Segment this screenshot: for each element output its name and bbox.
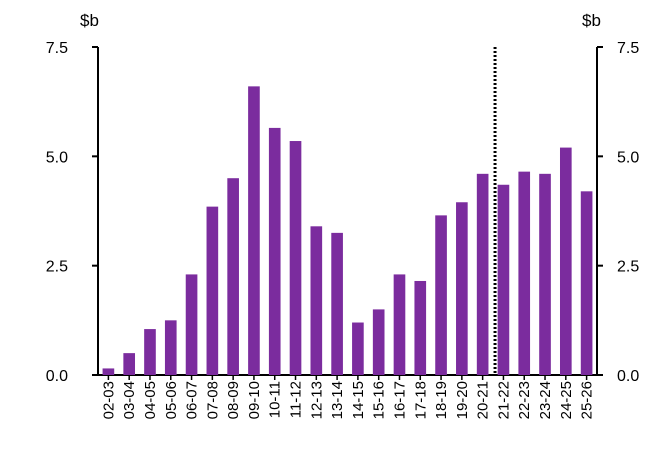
right-y-tick-label: 5.0	[617, 149, 639, 166]
bar-06-07	[185, 274, 198, 375]
x-tick-label: 13-14	[329, 381, 346, 419]
x-tick-label: 03-04	[121, 381, 138, 419]
bar-05-06	[164, 320, 177, 375]
x-tick-label: 21-22	[495, 381, 512, 419]
x-tick-label: 24-25	[558, 381, 575, 419]
left-y-tick-label: 0.0	[46, 368, 68, 385]
x-tick-label: 16-17	[391, 381, 408, 419]
bar-04-05	[144, 329, 156, 375]
bar-12-13	[310, 226, 323, 375]
right-y-tick-label: 0.0	[617, 368, 639, 385]
x-tick-label: 02-03	[100, 381, 117, 419]
x-tick-label: 19-20	[454, 381, 471, 419]
bar-25-26	[580, 191, 593, 375]
bar-15-16	[372, 309, 385, 375]
x-tick-label: 11-12	[288, 381, 305, 418]
bar-18-19	[435, 215, 447, 375]
x-tick-label: 25-26	[579, 381, 596, 419]
left-y-tick-label: 5.0	[46, 149, 68, 166]
x-tick-label: 23-24	[537, 381, 554, 419]
bar-14-15	[352, 322, 364, 375]
bar-10-11	[268, 127, 281, 375]
left-unit-label: $b	[80, 11, 99, 30]
bar-24-25	[559, 147, 572, 375]
x-tick-label: 04-05	[142, 381, 159, 419]
bar-22-23	[518, 171, 531, 375]
right-unit-label: $b	[582, 11, 601, 30]
bar-08-09	[227, 178, 239, 375]
bar-17-18	[414, 280, 427, 375]
right-y-tick-label: 2.5	[617, 259, 639, 276]
bar-02-03	[102, 368, 115, 375]
x-tick-label: 06-07	[184, 381, 201, 419]
x-tick-label: 22-23	[516, 381, 533, 419]
bar-20-21	[476, 173, 489, 375]
bar-21-22	[497, 184, 510, 375]
bar-16-17	[393, 274, 406, 375]
x-tick-label: 09-10	[246, 381, 263, 419]
x-tick-label: 18-19	[433, 381, 450, 419]
x-tick-label: 20-21	[475, 381, 492, 419]
labels-layer: $b $b 0.0 0.0 2.5 2.5 5.0 5.0 7.5 7.5 02-03 03-04…	[46, 11, 640, 419]
bar-07-08	[206, 206, 219, 375]
bar-11-12	[289, 141, 302, 375]
x-tick-label: 14-15	[350, 381, 367, 419]
x-tick-label: 15-16	[371, 381, 388, 419]
x-tick-label: 10-11	[267, 381, 284, 418]
left-y-tick-label: 7.5	[46, 40, 68, 57]
x-tick-label: 05-06	[163, 381, 180, 419]
x-tick-label: 07-08	[204, 381, 221, 419]
x-tick-label: 08-09	[225, 381, 242, 419]
bar-03-04	[123, 353, 136, 375]
bar-13-14	[331, 232, 343, 375]
axes-layer	[92, 46, 603, 380]
bar-23-24	[539, 173, 551, 375]
bar-19-20	[456, 202, 468, 375]
bars-layer	[102, 86, 593, 376]
x-tick-label: 12-13	[308, 381, 325, 419]
left-y-tick-label: 2.5	[46, 259, 68, 276]
bar-09-10	[248, 86, 260, 376]
x-tick-label: 17-18	[412, 381, 429, 419]
right-y-tick-label: 7.5	[617, 40, 639, 57]
